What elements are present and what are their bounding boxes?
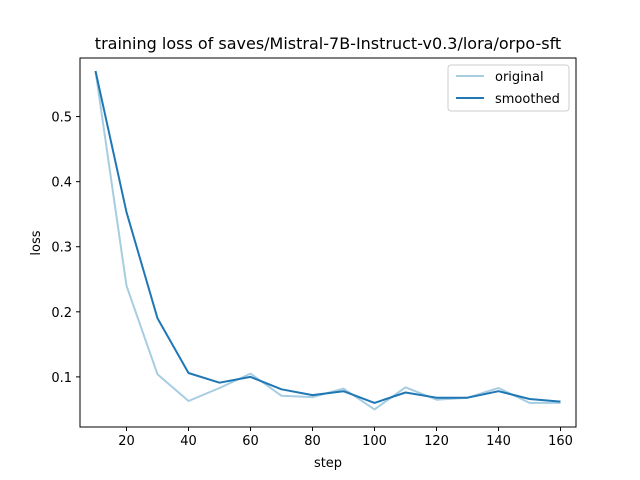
x-tick-label: 140 — [486, 434, 511, 449]
legend-label-original: original — [495, 70, 544, 85]
y-tick-label: 0.5 — [51, 111, 72, 126]
legend: original smoothed — [447, 64, 570, 112]
y-tick-label: 0.4 — [51, 176, 72, 191]
legend-label-smoothed: smoothed — [495, 92, 560, 107]
y-tick-label: 0.3 — [51, 241, 72, 256]
y-tick-label: 0.1 — [51, 371, 72, 386]
x-tick-label: 60 — [242, 434, 259, 449]
series-line-smoothed — [94, 70, 561, 404]
x-tick-label: 120 — [424, 434, 449, 449]
y-axis-title: loss — [29, 230, 44, 255]
x-tick-label: 20 — [118, 434, 135, 449]
x-axis-title: step — [314, 456, 342, 471]
x-tick-label: 40 — [180, 434, 197, 449]
x-tick-label: 80 — [304, 434, 321, 449]
y-axis: 0.1 0.2 0.3 0.4 0.5 — [51, 111, 80, 386]
x-axis: 20 40 60 80 100 120 140 160 — [118, 427, 573, 449]
series-line-original — [94, 70, 561, 411]
y-tick-label: 0.2 — [51, 306, 72, 321]
series-layer — [94, 70, 561, 411]
plot-area-frame — [79, 57, 577, 428]
x-tick-label: 160 — [548, 434, 573, 449]
chart-title: training loss of saves/Mistral-7B-Instru… — [95, 34, 561, 53]
x-tick-label: 100 — [362, 434, 387, 449]
